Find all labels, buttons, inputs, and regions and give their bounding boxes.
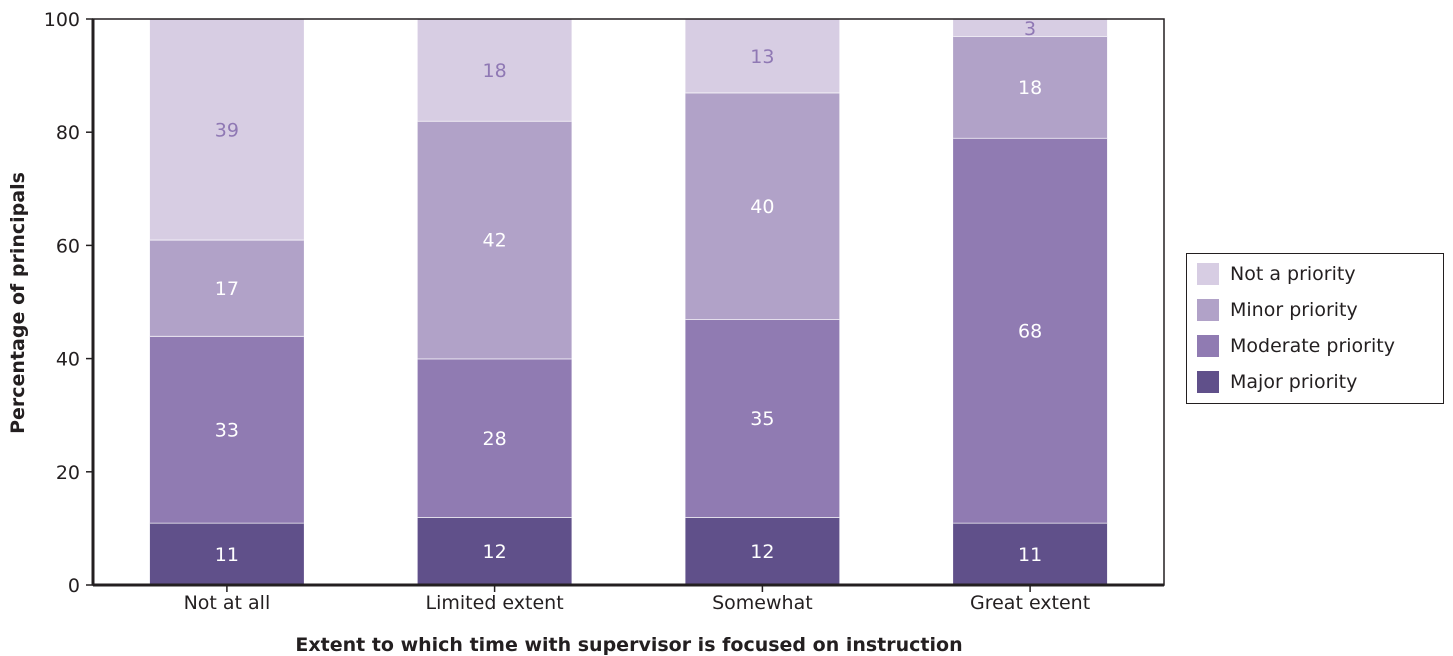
legend-item: Minor priority: [1197, 299, 1358, 321]
data-label: 39: [215, 119, 239, 141]
data-label: 11: [1018, 544, 1042, 566]
x-tick-label: Not at all: [184, 592, 271, 614]
data-label: 40: [750, 196, 774, 218]
legend-item: Not a priority: [1197, 263, 1356, 285]
axes-layer: Not at all Limited extent Somewhat Great ex…: [44, 9, 1165, 614]
data-label: 12: [483, 541, 507, 563]
x-tick-label: Great extent: [970, 592, 1090, 614]
data-label: 3: [1024, 18, 1036, 40]
bars-layer: [149, 19, 1108, 585]
legend-swatch: [1197, 335, 1219, 357]
y-tick-label: 0: [68, 575, 80, 597]
x-tick-label: Limited extent: [426, 592, 564, 614]
legend-label: Minor priority: [1230, 299, 1358, 321]
bar-segment: [417, 19, 572, 121]
data-label: 18: [483, 60, 507, 82]
legend-item: Moderate priority: [1197, 335, 1395, 357]
data-label: 11: [215, 544, 239, 566]
legend: Not a priority Minor priority Moderate pri…: [1186, 253, 1444, 404]
data-label: 28: [483, 428, 507, 450]
bar-segment: [149, 239, 304, 336]
legend-label: Major priority: [1230, 371, 1358, 393]
bar-segment: [417, 358, 572, 518]
data-label: 42: [483, 230, 507, 252]
y-tick-label: 80: [56, 122, 80, 144]
x-tick-label: Somewhat: [712, 592, 813, 614]
bar-segment: [953, 522, 1108, 585]
bar-segment: [417, 120, 572, 359]
bar-labels-layer: 11 33 17 39 12 28 42 18 12 35 40 13 11 68 18 3: [215, 18, 1042, 566]
bar-segment: [685, 319, 840, 518]
legend-swatch: [1197, 263, 1219, 285]
bar-segment: [953, 137, 1108, 523]
bar-segment: [149, 19, 304, 240]
bar-segment: [685, 92, 840, 319]
data-label: 12: [750, 541, 774, 563]
legend-label: Not a priority: [1230, 263, 1356, 285]
data-label: 17: [215, 278, 239, 300]
bar-segment: [953, 19, 1108, 36]
bar-segment: [149, 336, 304, 523]
bar-segment: [953, 36, 1108, 138]
data-label: 18: [1018, 77, 1042, 99]
data-label: 13: [750, 46, 774, 68]
y-axis-title: Percentage of principals: [7, 172, 29, 434]
bar-segment: [685, 517, 840, 585]
bar-segment: [149, 522, 304, 585]
y-tick-label: 60: [56, 235, 80, 257]
data-label: 33: [215, 419, 239, 441]
bar-segment: [685, 19, 840, 93]
y-tick-label: 20: [56, 462, 80, 484]
legend-item: Major priority: [1197, 371, 1357, 393]
x-axis-title: Extent to which time with supervisor is …: [295, 634, 962, 656]
y-tick-label: 40: [56, 349, 80, 371]
legend-swatch: [1197, 299, 1219, 321]
bar-segment: [417, 517, 572, 585]
y-tick-label: 100: [44, 9, 80, 31]
legend-label: Moderate priority: [1230, 335, 1395, 357]
legend-swatch: [1197, 371, 1219, 393]
data-label: 35: [750, 408, 774, 430]
data-label: 68: [1018, 320, 1042, 342]
